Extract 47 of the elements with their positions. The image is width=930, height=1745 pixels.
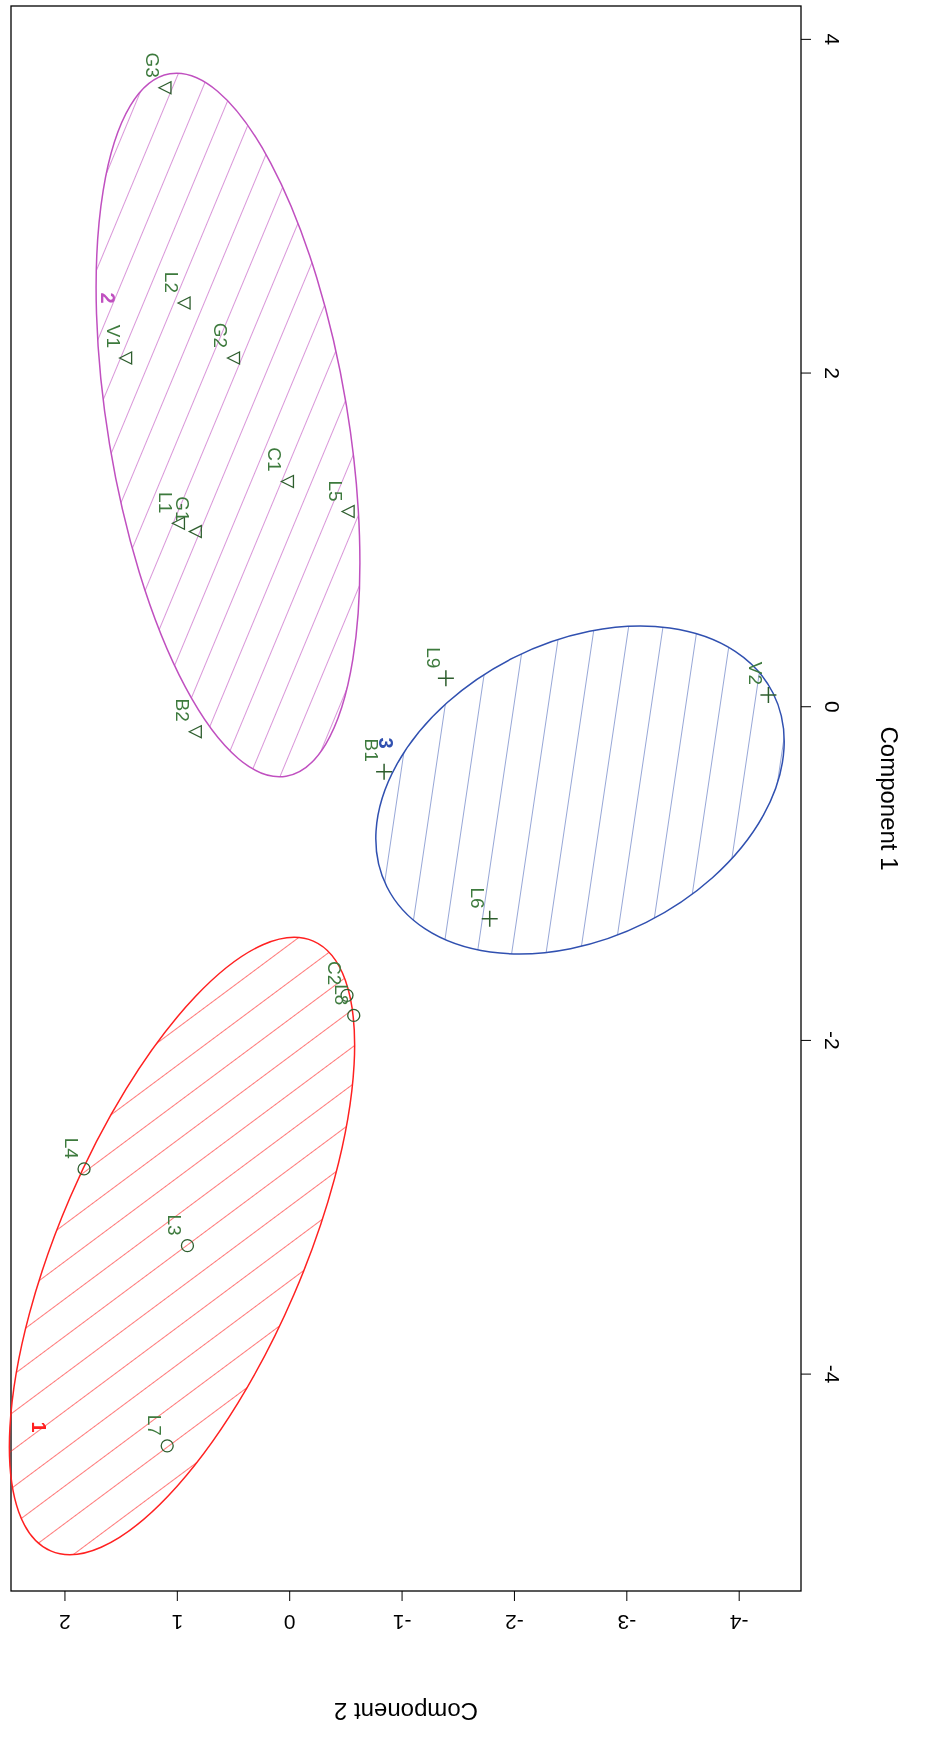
point [158, 81, 172, 95]
annotation: C1 [264, 447, 286, 472]
x-tick-label: -1 [392, 1611, 412, 1635]
annotation: V1 [102, 324, 124, 349]
annotation: L2 [161, 271, 183, 293]
point [118, 351, 133, 365]
point [160, 1439, 174, 1453]
annotation: L5 [325, 480, 347, 502]
annotation: L6 [466, 887, 488, 909]
annotation: B2 [172, 698, 194, 722]
annotation: G3 [141, 52, 163, 78]
point [437, 669, 455, 688]
point [188, 524, 202, 539]
y-tick-label: 0 [821, 700, 845, 713]
annotation: L9 [422, 647, 444, 669]
annotation: 2 [96, 292, 119, 304]
x-tick-label: 1 [171, 1611, 184, 1635]
point [759, 686, 778, 704]
point [188, 725, 202, 739]
x-tick-label: 2 [59, 1611, 71, 1635]
point [480, 909, 499, 928]
point [375, 763, 393, 781]
y-tick-label: -2 [821, 1031, 845, 1050]
annotation: V2 [745, 661, 767, 686]
point [177, 296, 191, 310]
x-tick-label: -3 [617, 1611, 637, 1635]
point [280, 474, 295, 489]
annotation: L4 [61, 1137, 83, 1160]
x-tick-label: 0 [283, 1611, 296, 1635]
annotation: L3 [164, 1214, 186, 1236]
y-tick-label: 2 [821, 367, 845, 379]
x-axis-title: Component 2 [333, 1697, 479, 1725]
annotation: 1 [27, 1421, 50, 1433]
point [226, 351, 241, 365]
annotation: G2 [210, 322, 232, 349]
annotation: C2 [323, 961, 345, 986]
point [341, 504, 355, 519]
annotation: L8 [330, 984, 352, 1006]
x-tick-label: -2 [505, 1611, 524, 1635]
x-tick-label: -4 [729, 1611, 749, 1635]
point [347, 1008, 361, 1023]
point [77, 1162, 91, 1176]
y-axis-title: Component 1 [875, 726, 903, 871]
point [180, 1238, 195, 1253]
y-tick-label: -4 [821, 1364, 845, 1384]
annotation: L7 [144, 1414, 166, 1436]
y-tick-label: 4 [821, 33, 845, 46]
